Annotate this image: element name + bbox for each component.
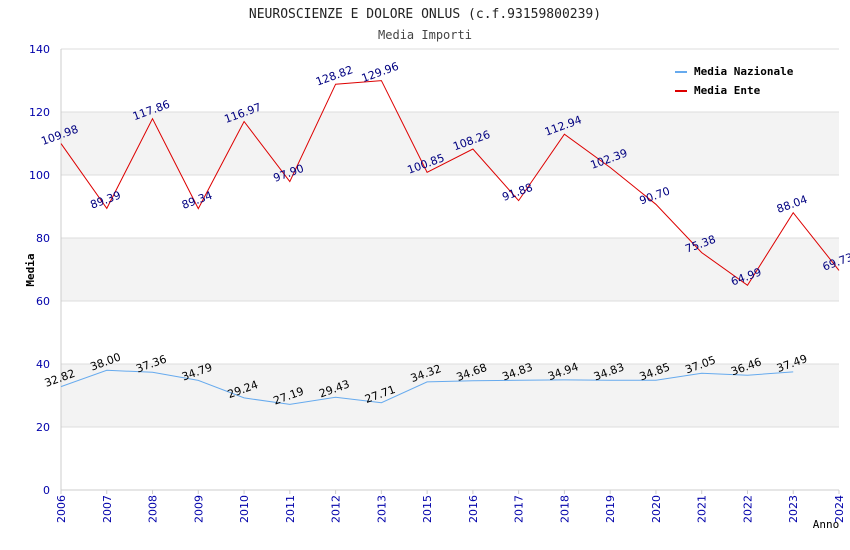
y-tick-label: 20: [36, 421, 50, 434]
x-tick-label: 2020: [650, 495, 663, 523]
x-tick-label: 2008: [147, 495, 160, 523]
y-tick-label: 120: [29, 106, 50, 119]
x-tick-label: 2021: [696, 495, 709, 523]
x-tick-label: 2022: [741, 495, 754, 523]
x-tick-label: 2012: [330, 495, 343, 523]
y-tick-label: 60: [36, 295, 50, 308]
x-tick-label: 2006: [55, 495, 68, 523]
y-tick-label: 40: [36, 358, 50, 371]
x-tick-label: 2023: [787, 495, 800, 523]
series-line-nazionale: [60, 369, 794, 405]
legend-label: Media Nazionale: [694, 65, 794, 78]
x-axis: 2006 2007 2008 2009 2010 2011 2012 2013 2015 2016…: [55, 489, 846, 523]
y-tick-label: 0: [43, 484, 50, 497]
grid-band: [61, 238, 839, 301]
x-tick-label: 2016: [467, 495, 480, 523]
x-tick-label: 2019: [604, 495, 617, 523]
x-tick-label: 2015: [421, 495, 434, 523]
grid-band: [61, 364, 839, 427]
x-tick-label: 2010: [238, 495, 251, 523]
y-tick-label: 80: [36, 232, 50, 245]
chart-title: NEUROSCIENZE E DOLORE ONLUS (c.f.9315980…: [249, 7, 601, 22]
series-line-ente: [60, 80, 840, 287]
y-axis: 0 20 40 60 80 100 120 140: [29, 43, 62, 497]
y-axis-label: Media: [24, 253, 37, 286]
y-tick-label: 100: [29, 169, 50, 182]
x-tick-label: 2009: [192, 495, 205, 523]
legend-label: Media Ente: [694, 84, 761, 97]
grid-bands: [61, 48, 839, 491]
x-tick-label: 2013: [375, 495, 388, 523]
grid-band: [61, 112, 839, 175]
legend: Media Nazionale Media Ente: [675, 65, 794, 97]
x-tick-label: 2011: [284, 495, 297, 523]
x-tick-label: 2017: [513, 495, 526, 523]
y-tick-label: 140: [29, 43, 50, 56]
chart-subtitle: Media Importi: [378, 28, 472, 42]
x-tick-label: 2007: [101, 495, 114, 523]
x-tick-label: 2018: [558, 495, 571, 523]
x-axis-label: Anno: [813, 518, 840, 531]
x-tick-label: 2024: [833, 495, 846, 523]
